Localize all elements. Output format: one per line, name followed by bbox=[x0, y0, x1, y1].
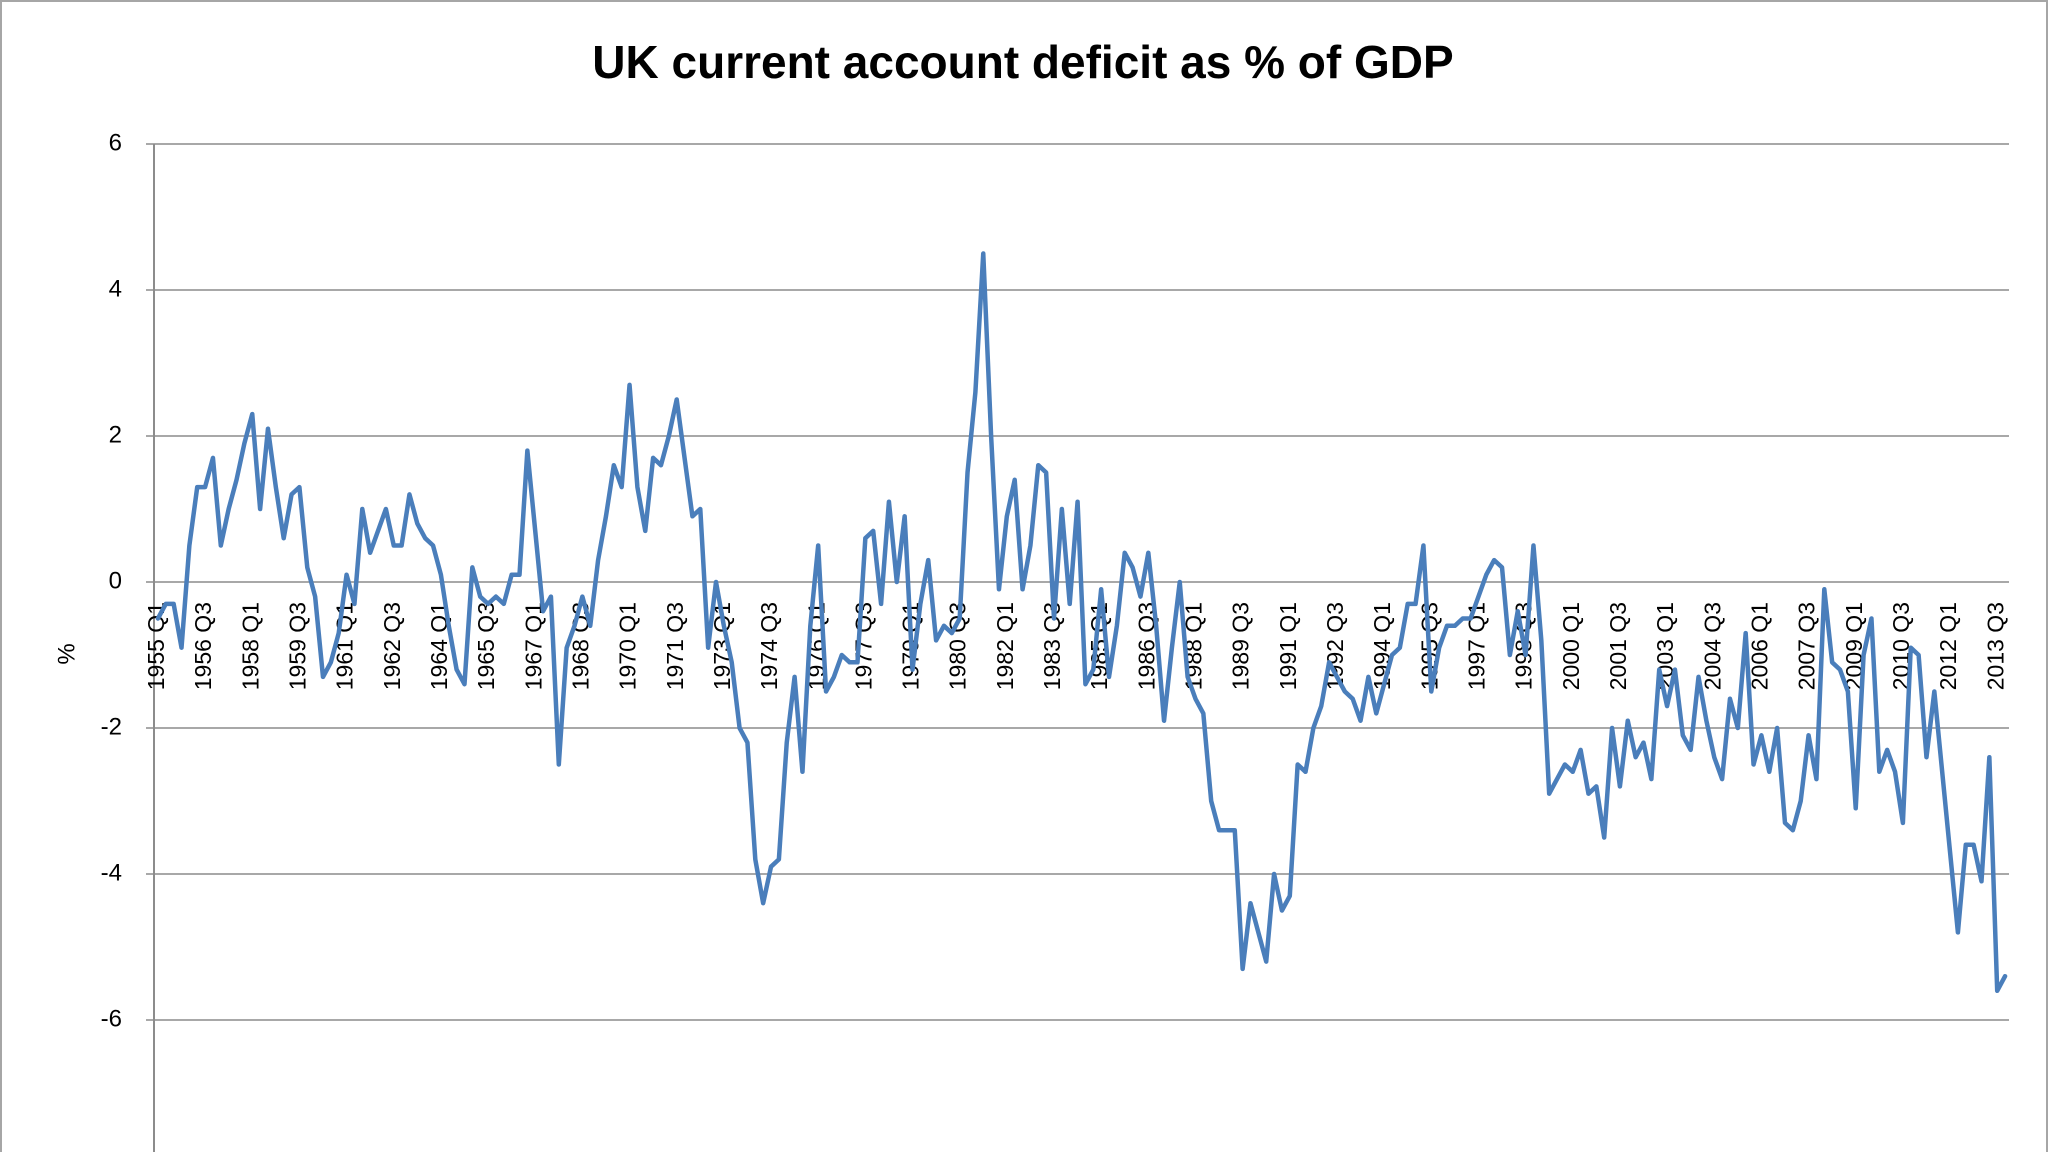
x-tick-label: 1956 Q3 bbox=[190, 602, 216, 690]
x-tick-label: 2013 Q3 bbox=[1982, 602, 2008, 690]
y-tick-label: 4 bbox=[109, 275, 122, 302]
x-tick-label: 1965 Q3 bbox=[473, 602, 499, 690]
x-tick-label: 1967 Q1 bbox=[520, 602, 546, 690]
x-tick-label: 2000 Q1 bbox=[1558, 602, 1584, 690]
y-tick-label: 0 bbox=[109, 567, 122, 594]
x-tick-label: 1997 Q1 bbox=[1464, 602, 1490, 690]
x-tick-label: 1962 Q3 bbox=[379, 602, 405, 690]
x-tick-label: 2004 Q3 bbox=[1699, 602, 1725, 690]
x-tick-label: 1994 Q1 bbox=[1369, 602, 1395, 690]
x-tick-label: 1955 Q1 bbox=[143, 602, 169, 690]
y-tick-label: 2 bbox=[109, 421, 122, 448]
x-tick-label: 2012 Q1 bbox=[1935, 602, 1961, 690]
y-axis-label: % bbox=[53, 643, 80, 664]
x-tick-label: 2006 Q1 bbox=[1746, 602, 1772, 690]
x-tick-label: 1958 Q1 bbox=[237, 602, 263, 690]
y-tick-label: -6 bbox=[101, 1005, 122, 1032]
x-tick-label: 1974 Q3 bbox=[756, 602, 782, 690]
x-tick-label: 1991 Q1 bbox=[1275, 602, 1301, 690]
chart-title: UK current account deficit as % of GDP bbox=[592, 36, 1453, 88]
y-tick-label: 6 bbox=[109, 129, 122, 156]
x-tick-label: 1982 Q1 bbox=[992, 602, 1018, 690]
y-tick-label: -2 bbox=[101, 713, 122, 740]
data-line bbox=[155, 251, 2008, 994]
x-tick-label: 1971 Q3 bbox=[662, 602, 688, 690]
y-tick-label: -4 bbox=[101, 859, 122, 886]
x-tick-label: 1977 Q3 bbox=[850, 602, 876, 690]
x-tick-label: 2001 Q3 bbox=[1605, 602, 1631, 690]
x-tick-label: 2007 Q3 bbox=[1794, 602, 1820, 690]
x-tick-label: 1959 Q3 bbox=[284, 602, 310, 690]
x-tick-label: 1970 Q1 bbox=[615, 602, 641, 690]
x-tick-label: 1989 Q3 bbox=[1228, 602, 1254, 690]
